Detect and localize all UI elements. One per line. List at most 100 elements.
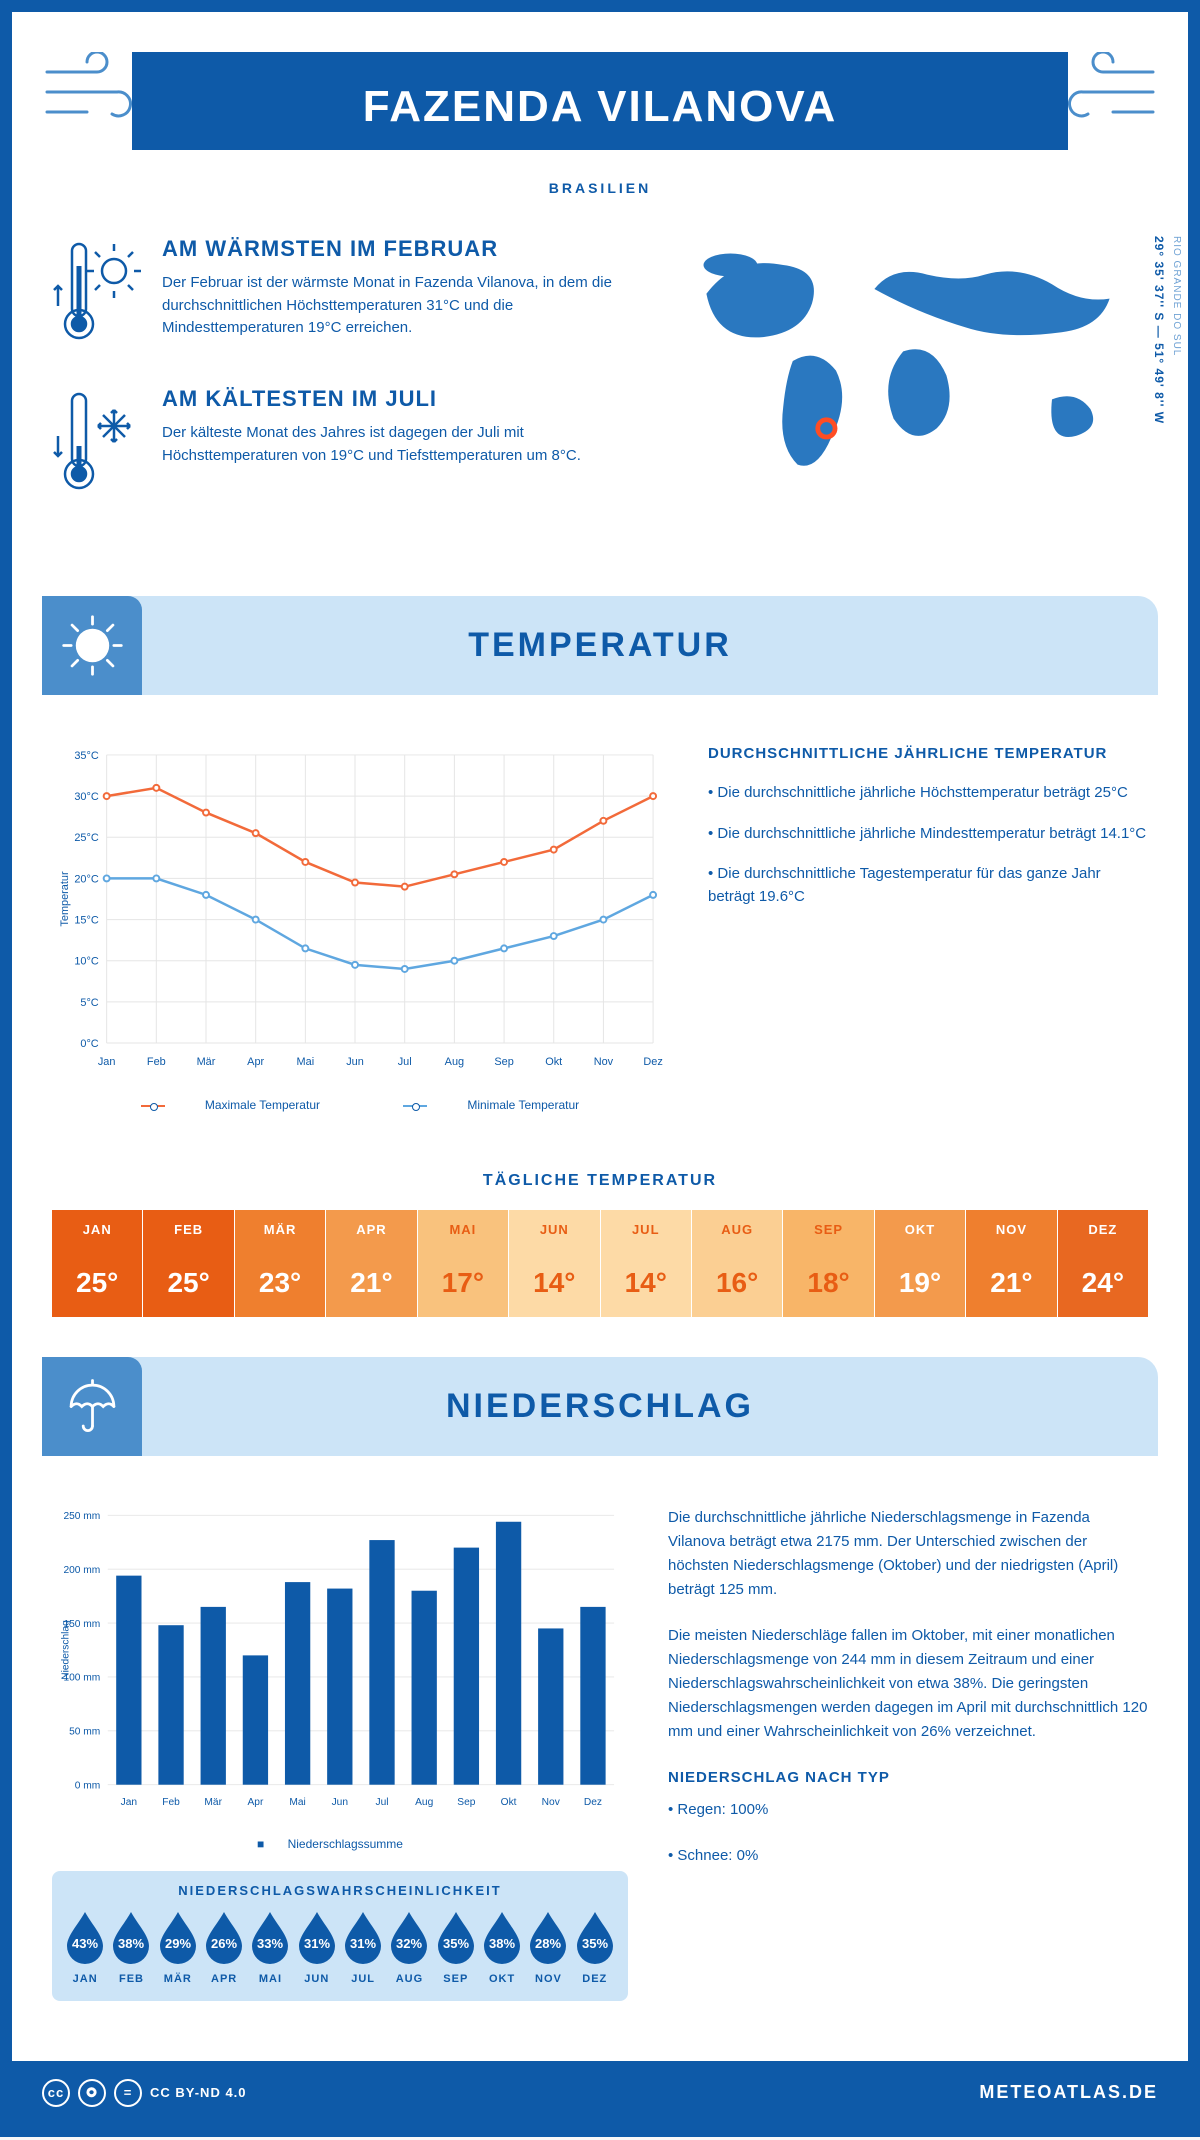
temperature-line-chart: 0°C5°C10°C15°C20°C25°C30°C35°CJanFebMärA… [52,745,668,1112]
svg-text:50 mm: 50 mm [69,1726,100,1737]
svg-text:26%: 26% [211,1936,237,1951]
world-map [668,236,1148,486]
svg-text:Mär: Mär [197,1056,216,1068]
svg-text:Dez: Dez [643,1056,662,1068]
precip-prob-drop: 35%DEZ [573,1910,617,1985]
svg-text:31%: 31% [304,1936,330,1951]
svg-text:Feb: Feb [147,1056,166,1068]
country-subtitle: BRASILIEN [12,180,1188,196]
precip-prob-drop: 35%SEP [434,1910,478,1985]
section-header-temperature: TEMPERATUR [42,596,1158,695]
precip-summary: Die durchschnittliche jährliche Niedersc… [668,1506,1148,2001]
svg-text:20°C: 20°C [74,873,98,885]
svg-text:Nov: Nov [542,1797,561,1808]
svg-text:Sep: Sep [457,1797,475,1808]
svg-text:Feb: Feb [162,1797,180,1808]
legend-min-label: Minimale Temperatur [467,1098,579,1112]
section-title: NIEDERSCHLAG [42,1387,1158,1426]
precip-prob-drop: 26%APR [202,1910,246,1985]
thermometer-hot-icon [52,236,142,346]
svg-text:Niederschlag: Niederschlag [61,1620,72,1680]
svg-text:Nov: Nov [594,1056,614,1068]
daily-temp-cell: JAN25° [52,1210,143,1317]
precip-legend: ■ Niederschlagssumme [52,1837,628,1851]
precip-probability-panel: NIEDERSCHLAGSWAHRSCHEINLICHKEIT 43%JAN38… [52,1871,628,2001]
daily-temp-cell: JUL14° [601,1210,692,1317]
svg-text:Jan: Jan [121,1797,138,1808]
svg-text:43%: 43% [72,1936,98,1951]
precip-type-line: • Regen: 100% [668,1798,1148,1822]
svg-text:38%: 38% [489,1936,515,1951]
thermometer-cold-icon [52,386,142,496]
svg-text:Aug: Aug [445,1056,464,1068]
coldest-title: AM KÄLTESTEN IM JULI [162,386,628,412]
intro-section: AM WÄRMSTEN IM FEBRUAR Der Februar ist d… [12,236,1188,576]
precip-prob-drop: 28%NOV [526,1910,570,1985]
svg-text:Mär: Mär [204,1797,222,1808]
section-header-precip: NIEDERSCHLAG [42,1357,1158,1456]
footer: cc 🞉 = CC BY-ND 4.0 METEOATLAS.DE [12,2061,1188,2125]
cc-icon: cc [42,2079,70,2107]
svg-text:0°C: 0°C [80,1038,98,1050]
svg-text:0 mm: 0 mm [75,1780,101,1791]
license-text: CC BY-ND 4.0 [150,2085,247,2100]
precip-legend-label: Niederschlagssumme [288,1837,403,1851]
svg-text:Jun: Jun [346,1056,364,1068]
daily-temp-cell: OKT19° [875,1210,966,1317]
svg-text:Jun: Jun [332,1797,349,1808]
daily-temp-cell: DEZ24° [1058,1210,1148,1317]
svg-text:Apr: Apr [247,1056,264,1068]
daily-temp-cell: MAI17° [418,1210,509,1317]
title-band: FAZENDA VILANOVA [132,52,1068,150]
license-block: cc 🞉 = CC BY-ND 4.0 [42,2079,247,2107]
precip-prob-drop: 43%JAN [63,1910,107,1985]
umbrella-icon [60,1374,125,1439]
precipitation-bar-chart: 0 mm50 mm100 mm150 mm200 mm250 mmJanFebM… [52,1506,628,1851]
daily-temp-cell: NOV21° [966,1210,1057,1317]
svg-text:Jan: Jan [98,1056,116,1068]
sun-icon [60,613,125,678]
svg-text:Temperatur: Temperatur [59,871,71,927]
precip-prob-drop: 31%JUN [295,1910,339,1985]
site-name: METEOATLAS.DE [979,2082,1158,2103]
precip-type-heading: NIEDERSCHLAG NACH TYP [668,1769,1148,1786]
daily-temp-cell: FEB25° [143,1210,234,1317]
svg-text:200 mm: 200 mm [63,1565,100,1576]
svg-text:Dez: Dez [584,1797,602,1808]
warmest-text: Der Februar ist der wärmste Monat in Faz… [162,272,628,340]
svg-text:Mai: Mai [289,1797,305,1808]
svg-text:250 mm: 250 mm [63,1511,100,1522]
svg-text:Okt: Okt [501,1797,517,1808]
precip-prob-drop: 29%MÄR [156,1910,200,1985]
svg-text:25°C: 25°C [74,832,98,844]
svg-text:38%: 38% [118,1936,144,1951]
svg-text:28%: 28% [535,1936,561,1951]
warmest-fact: AM WÄRMSTEN IM FEBRUAR Der Februar ist d… [52,236,628,346]
temperature-summary: DURCHSCHNITTLICHE JÄHRLICHE TEMPERATUR •… [708,745,1148,1112]
svg-text:Jul: Jul [375,1797,388,1808]
legend-max-label: Maximale Temperatur [205,1098,320,1112]
svg-text:10°C: 10°C [74,956,98,968]
precip-type-line: • Schnee: 0% [668,1844,1148,1868]
svg-text:35%: 35% [582,1936,608,1951]
temp-legend: Maximale Temperatur Minimale Temperatur [52,1098,668,1112]
location-title: FAZENDA VILANOVA [132,82,1068,132]
svg-text:30°C: 30°C [74,791,98,803]
section-title: TEMPERATUR [42,626,1158,665]
svg-text:35°C: 35°C [74,750,98,762]
precip-text-2: Die meisten Niederschläge fallen im Okto… [668,1624,1148,1744]
svg-text:33%: 33% [257,1936,283,1951]
svg-text:5°C: 5°C [80,997,98,1009]
precip-prob-drop: 32%AUG [387,1910,431,1985]
daily-temp-cell: JUN14° [509,1210,600,1317]
warmest-title: AM WÄRMSTEN IM FEBRUAR [162,236,628,262]
temp-info-heading: DURCHSCHNITTLICHE JÄHRLICHE TEMPERATUR [708,745,1148,762]
daily-temp-cell: APR21° [326,1210,417,1317]
svg-text:Aug: Aug [415,1797,433,1808]
daily-temp-title: TÄGLICHE TEMPERATUR [12,1172,1188,1190]
precip-prob-drop: 38%FEB [109,1910,153,1985]
precip-prob-drop: 33%MAI [248,1910,292,1985]
coldest-text: Der kälteste Monat des Jahres ist dagege… [162,422,628,467]
coldest-fact: AM KÄLTESTEN IM JULI Der kälteste Monat … [52,386,628,496]
temp-info-bullet: • Die durchschnittliche jährliche Mindes… [708,823,1148,846]
